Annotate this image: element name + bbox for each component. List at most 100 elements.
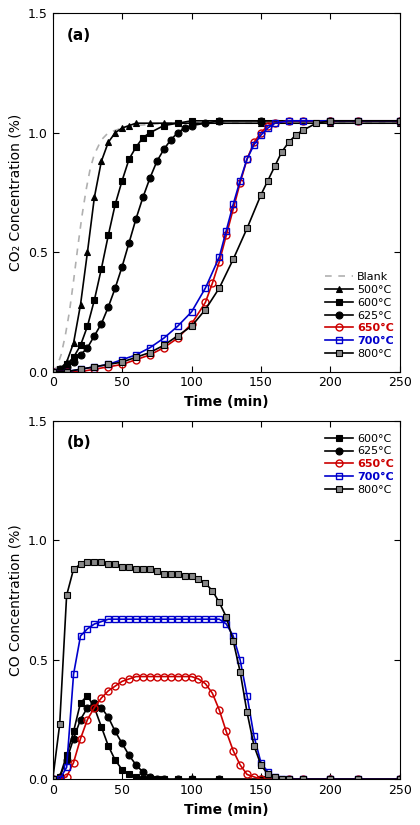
650°C (238, 760, 243, 770)
650°C (64, 772, 69, 782)
500°C (78, 299, 83, 309)
500°C (189, 118, 194, 128)
700°C (356, 116, 361, 125)
700°C (120, 355, 125, 365)
700°C (217, 615, 222, 625)
625°C (71, 357, 76, 367)
700°C (50, 775, 55, 785)
Blank (120, 123, 125, 133)
600°C (147, 775, 152, 785)
700°C (356, 775, 361, 785)
625°C (328, 775, 333, 785)
650°C (182, 672, 187, 681)
X-axis label: Time (min): Time (min) (184, 395, 268, 409)
Line: 500°C: 500°C (49, 120, 403, 375)
625°C (85, 342, 90, 352)
800°C (64, 591, 69, 601)
Line: 800°C: 800°C (49, 559, 403, 783)
Blank (58, 350, 63, 360)
700°C (85, 624, 90, 634)
800°C (210, 586, 215, 596)
650°C (154, 672, 159, 681)
800°C (134, 352, 139, 362)
625°C (397, 116, 402, 125)
700°C (224, 619, 229, 629)
650°C (217, 705, 222, 715)
500°C (92, 192, 97, 202)
600°C (50, 775, 55, 785)
700°C (244, 154, 249, 164)
600°C (126, 154, 131, 164)
500°C (64, 357, 69, 367)
600°C (106, 230, 111, 240)
625°C (175, 128, 180, 138)
Blank (79, 211, 84, 221)
800°C (64, 366, 69, 376)
700°C (50, 366, 55, 376)
800°C (293, 130, 298, 140)
650°C (286, 116, 291, 125)
650°C (244, 770, 249, 780)
625°C (217, 116, 222, 125)
700°C (328, 775, 333, 785)
600°C (64, 360, 69, 370)
625°C (175, 775, 180, 785)
800°C (106, 360, 111, 370)
800°C (217, 597, 222, 607)
Line: 800°C: 800°C (49, 117, 403, 375)
700°C (78, 365, 83, 375)
650°C (272, 118, 277, 128)
800°C (196, 573, 201, 583)
800°C (300, 775, 305, 785)
650°C (161, 672, 166, 681)
650°C (203, 679, 208, 689)
600°C (134, 142, 139, 152)
800°C (356, 775, 361, 785)
650°C (85, 714, 90, 724)
600°C (258, 116, 263, 125)
700°C (258, 130, 263, 140)
600°C (161, 120, 166, 130)
800°C (120, 357, 125, 367)
Blank (134, 120, 139, 130)
625°C (134, 760, 139, 770)
625°C (154, 157, 159, 167)
600°C (147, 128, 152, 138)
625°C (120, 262, 125, 271)
500°C (50, 366, 55, 376)
600°C (175, 775, 180, 785)
700°C (106, 360, 111, 370)
625°C (134, 214, 139, 224)
800°C (57, 719, 62, 729)
625°C (258, 775, 263, 785)
600°C (217, 775, 222, 785)
Line: 600°C: 600°C (49, 117, 403, 375)
700°C (238, 176, 243, 186)
700°C (203, 615, 208, 625)
650°C (120, 676, 125, 686)
700°C (168, 615, 173, 625)
700°C (175, 615, 180, 625)
700°C (265, 767, 270, 777)
650°C (356, 116, 361, 125)
650°C (238, 178, 243, 188)
500°C (113, 128, 118, 138)
650°C (92, 703, 97, 713)
600°C (106, 741, 111, 751)
600°C (120, 765, 125, 775)
600°C (113, 200, 118, 210)
800°C (99, 557, 104, 567)
Legend: 600°C, 625°C, 650°C, 700°C, 800°C: 600°C, 625°C, 650°C, 700°C, 800°C (325, 434, 394, 495)
800°C (92, 362, 97, 372)
625°C (328, 116, 333, 125)
650°C (161, 342, 166, 352)
800°C (328, 775, 333, 785)
650°C (78, 366, 83, 376)
500°C (397, 118, 402, 128)
800°C (397, 775, 402, 785)
625°C (217, 775, 222, 785)
800°C (113, 559, 118, 569)
700°C (71, 669, 76, 679)
650°C (134, 355, 139, 365)
625°C (189, 775, 194, 785)
